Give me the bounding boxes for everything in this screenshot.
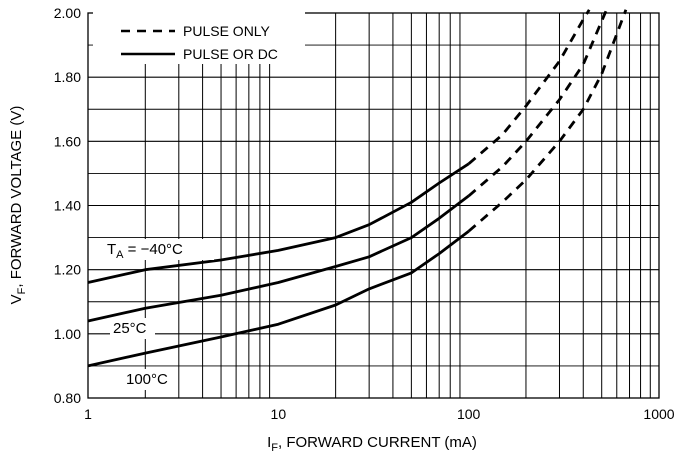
series-2-dashed-line: [467, 9, 608, 197]
y-tick-label: 1.60: [54, 133, 81, 149]
series-layer: [87, 9, 628, 368]
legend: PULSE ONLY PULSE OR DC: [93, 12, 305, 64]
series-label: TA = −40°C: [107, 241, 183, 261]
y-axis-title-sub: F: [16, 287, 28, 294]
series-label-background: [123, 369, 178, 390]
y-tick-label: 1.80: [54, 69, 81, 85]
x-axis-title-prefix: I: [267, 434, 271, 451]
legend-label-pulse-only: PULSE ONLY: [183, 23, 271, 39]
x-tick-label: 100: [457, 406, 481, 422]
series-label: 100°C: [126, 371, 168, 388]
series-labels: TA = −40°C 25°C 100°C: [104, 239, 214, 390]
y-tick-label: 1.20: [54, 262, 81, 278]
x-axis-title-sub: F: [271, 442, 278, 454]
y-tick-label: 1.00: [54, 326, 81, 342]
legend-label-pulse-or-dc: PULSE OR DC: [183, 46, 278, 62]
y-axis-title-suffix: , FORWARD VOLTAGE (V): [8, 106, 25, 288]
x-axis-title-suffix: , FORWARD CURRENT (mA): [278, 434, 477, 451]
y-axis-title-prefix: V: [8, 294, 25, 304]
plot-frame: [87, 12, 660, 399]
y-tick-label: 2.00: [54, 5, 81, 21]
series-1-dashed-line: [467, 9, 591, 165]
x-tick-label: 10: [271, 406, 287, 422]
x-axis-title: IF, FORWARD CURRENT (mA): [267, 434, 477, 454]
series-label-sub: A: [116, 249, 124, 261]
x-tick-label: 1: [84, 406, 92, 422]
grid: [88, 12, 659, 399]
series-1-solid-line: [87, 162, 470, 284]
y-tick-labels: 0.80 1.00 1.20 1.40 1.60 1.80 2.00: [54, 5, 81, 406]
legend-background: [93, 12, 305, 64]
series-label-suffix: = −40°C: [124, 241, 184, 258]
series-label: 25°C: [113, 320, 147, 337]
series-label-prefix: T: [107, 241, 116, 258]
series-3-dashed-line: [467, 9, 628, 233]
series-label-background: [104, 239, 214, 260]
y-axis-title: VF, FORWARD VOLTAGE (V): [8, 106, 28, 305]
series-2-solid-line: [87, 194, 470, 323]
y-tick-label: 0.80: [54, 390, 81, 406]
series-3-solid-line: [87, 230, 470, 368]
series-label-background: [110, 318, 155, 339]
y-tick-label: 1.40: [54, 198, 81, 214]
x-tick-label: 1000: [643, 406, 674, 422]
x-tick-labels: 1 10 100 1000: [84, 406, 675, 422]
